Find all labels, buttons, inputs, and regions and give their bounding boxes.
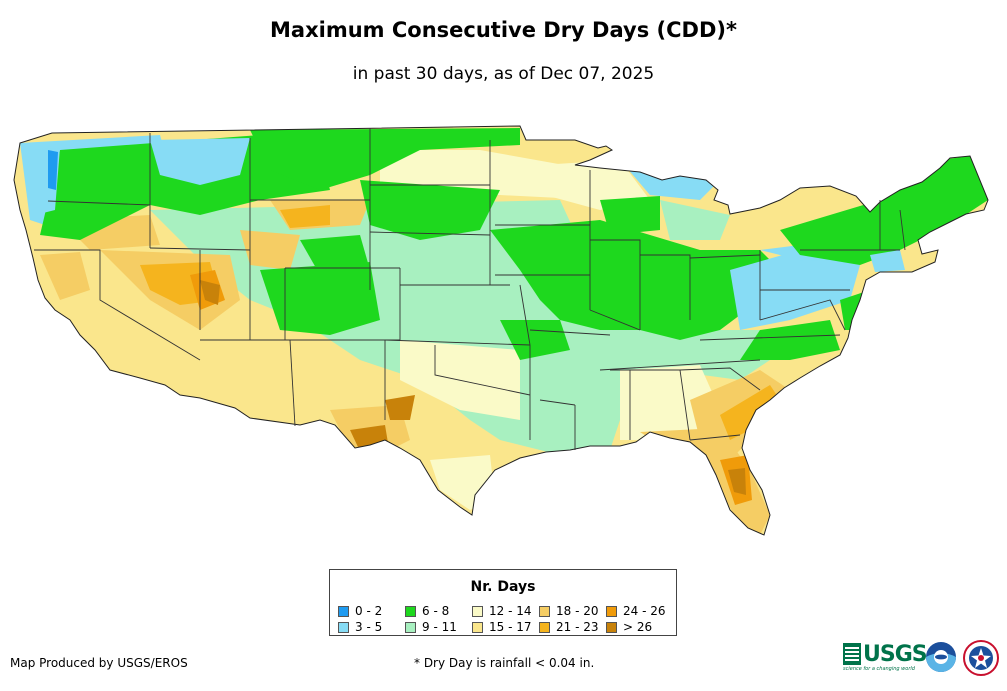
legend-label: 3 - 5 [355, 620, 383, 634]
nws-logo-icon [963, 640, 999, 676]
legend-item: 0 - 2 [338, 604, 382, 618]
legend-item: 12 - 14 [472, 604, 532, 618]
legend-swatch [606, 606, 617, 617]
legend-title: Nr. Days [470, 579, 536, 595]
legend-label: > 26 [623, 620, 653, 634]
legend-swatch [606, 622, 617, 633]
legend-item: 24 - 26 [606, 604, 666, 618]
legend-swatch [338, 606, 349, 617]
legend-label: 24 - 26 [623, 604, 666, 618]
legend-swatch [539, 622, 550, 633]
legend-swatch [405, 606, 416, 617]
legend-label: 6 - 8 [422, 604, 450, 618]
legend-label: 9 - 11 [422, 620, 457, 634]
map-title: Maximum Consecutive Dry Days (CDD)* [270, 18, 737, 42]
credit-text: Map Produced by USGS/EROS [10, 656, 188, 670]
usgs-wave-mark [843, 643, 861, 665]
footnote-text: * Dry Day is rainfall < 0.04 in. [414, 656, 595, 670]
usgs-tagline: science for a changing world [843, 666, 915, 672]
legend-swatch [405, 622, 416, 633]
legend-item: 15 - 17 [472, 620, 532, 634]
legend-item: 18 - 20 [539, 604, 599, 618]
map-subtitle: in past 30 days, as of Dec 07, 2025 [352, 64, 655, 84]
usgs-logo-text: USGS [863, 642, 928, 667]
legend-swatch [472, 622, 483, 633]
legend-label: 0 - 2 [355, 604, 383, 618]
cdd-map [13, 125, 989, 536]
legend-swatch [338, 622, 349, 633]
legend-swatch [539, 606, 550, 617]
legend: Nr. Days 0 - 2 3 - 5 6 - 8 9 - 11 12 - 1… [329, 569, 677, 636]
legend-label: 12 - 14 [489, 604, 532, 618]
legend-label: 21 - 23 [556, 620, 599, 634]
legend-label: 18 - 20 [556, 604, 599, 618]
legend-label: 15 - 17 [489, 620, 532, 634]
noaa-logo-icon [926, 642, 956, 672]
legend-item: 6 - 8 [405, 604, 449, 618]
legend-item: 9 - 11 [405, 620, 457, 634]
legend-swatch [472, 606, 483, 617]
legend-item: 21 - 23 [539, 620, 599, 634]
legend-item: > 26 [606, 620, 652, 634]
legend-item: 3 - 5 [338, 620, 382, 634]
usgs-logo-icon: USGS science for a changing world [843, 642, 928, 673]
